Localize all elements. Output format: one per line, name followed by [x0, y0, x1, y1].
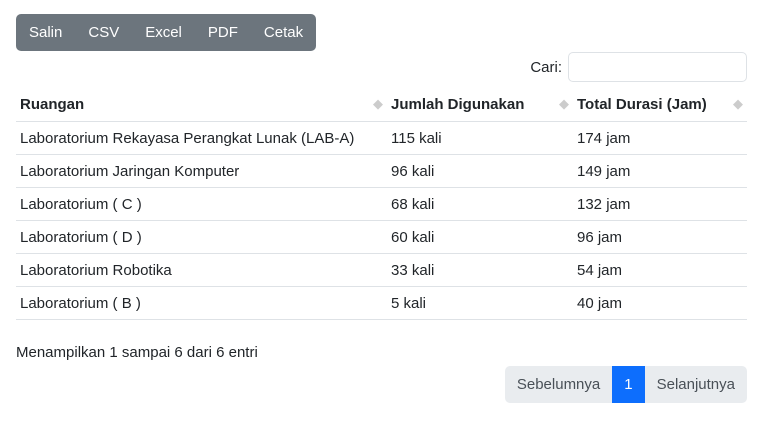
table-row: Laboratorium ( B ) 5 kali 40 jam — [16, 286, 747, 320]
copy-button[interactable]: Salin — [16, 14, 75, 51]
pdf-button[interactable]: PDF — [195, 14, 251, 51]
column-header-durasi[interactable]: Total Durasi (Jam) ◆ — [573, 88, 747, 122]
cell-ruangan: Laboratorium Robotika — [16, 253, 387, 287]
table-row: Laboratorium ( D ) 60 kali 96 jam — [16, 220, 747, 254]
table-info: Menampilkan 1 sampai 6 dari 6 entri — [16, 344, 258, 361]
search-area: Cari: — [530, 52, 747, 82]
header-label: Ruangan — [20, 96, 85, 113]
table-row: Laboratorium Robotika 33 kali 54 jam — [16, 253, 747, 287]
cell-durasi: 174 jam — [573, 121, 747, 155]
header-label: Total Durasi (Jam) — [577, 96, 707, 113]
print-button[interactable]: Cetak — [251, 14, 316, 51]
sort-icon: ◆ — [559, 96, 569, 111]
cell-durasi: 40 jam — [573, 286, 747, 320]
header-label: Jumlah Digunakan — [391, 96, 525, 113]
next-page-button[interactable]: Selanjutnya — [656, 376, 735, 393]
column-header-jumlah[interactable]: Jumlah Digunakan ◆ — [387, 88, 573, 122]
usage-table: Ruangan ◆ Jumlah Digunakan ◆ Total Durasi … — [16, 88, 747, 320]
cell-jumlah: 115 kali — [387, 121, 573, 155]
cell-durasi: 149 jam — [573, 154, 747, 188]
csv-button[interactable]: CSV — [75, 14, 132, 51]
cell-jumlah: 96 kali — [387, 154, 573, 188]
cell-ruangan: Laboratorium Rekayasa Perangkat Lunak (L… — [16, 121, 387, 155]
table-row: Laboratorium Rekayasa Perangkat Lunak (L… — [16, 121, 747, 155]
search-label: Cari: — [530, 58, 562, 76]
cell-durasi: 132 jam — [573, 187, 747, 221]
excel-button[interactable]: Excel — [132, 14, 195, 51]
cell-durasi: 54 jam — [573, 253, 747, 287]
cell-ruangan: Laboratorium Jaringan Komputer — [16, 154, 387, 188]
sort-icon: ◆ — [373, 96, 383, 111]
pagination: Sebelumnya 1 Selanjutnya — [504, 366, 747, 403]
export-toolbar: Salin CSV Excel PDF Cetak — [16, 14, 317, 51]
cell-ruangan: Laboratorium ( C ) — [16, 187, 387, 221]
cell-jumlah: 33 kali — [387, 253, 573, 287]
cell-ruangan: Laboratorium ( B ) — [16, 286, 387, 320]
column-header-ruangan[interactable]: Ruangan ◆ — [16, 88, 387, 122]
table-row: Laboratorium Jaringan Komputer 96 kali 149… — [16, 154, 747, 188]
page-1-button[interactable]: 1 — [612, 366, 645, 403]
sort-icon: ◆ — [733, 96, 743, 111]
cell-durasi: 96 jam — [573, 220, 747, 254]
table-row: Laboratorium ( C ) 68 kali 132 jam — [16, 187, 747, 221]
cell-ruangan: Laboratorium ( D ) — [16, 220, 387, 254]
cell-jumlah: 60 kali — [387, 220, 573, 254]
previous-page-button[interactable]: Sebelumnya — [516, 376, 601, 393]
search-input[interactable] — [568, 52, 747, 82]
cell-jumlah: 68 kali — [387, 187, 573, 221]
cell-jumlah: 5 kali — [387, 286, 573, 320]
